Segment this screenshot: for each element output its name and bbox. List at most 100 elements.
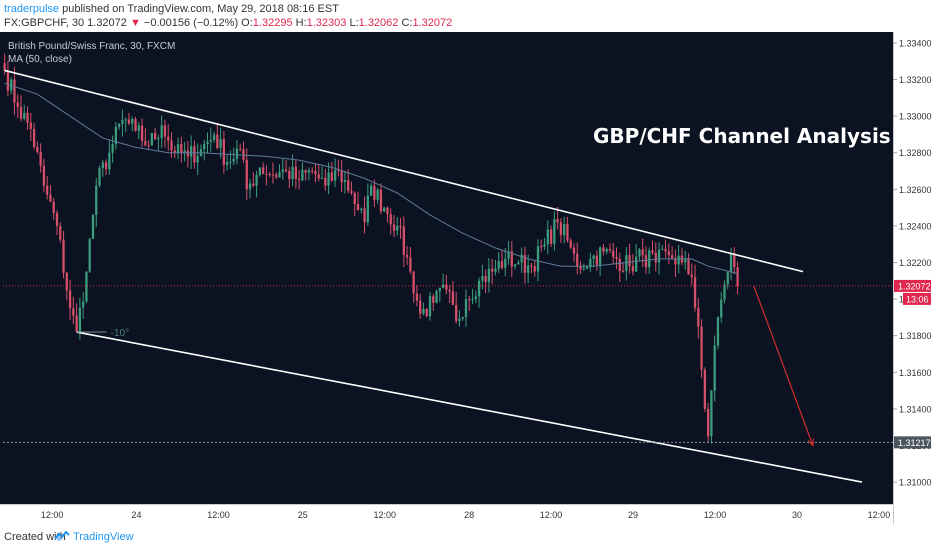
candles xyxy=(3,53,739,444)
candle-body xyxy=(716,317,720,346)
candle xyxy=(278,164,281,178)
candle-body xyxy=(239,148,242,150)
tradingview-link[interactable]: TradingView xyxy=(73,531,134,543)
x-tick-label: 30 xyxy=(792,510,802,520)
candle xyxy=(445,274,448,295)
candle xyxy=(59,222,62,243)
candle xyxy=(549,225,553,248)
candle xyxy=(602,243,605,256)
candle-body xyxy=(104,162,108,170)
x-tick-label: 24 xyxy=(131,510,141,520)
candle-body xyxy=(121,119,124,124)
candle xyxy=(566,216,569,243)
candle xyxy=(579,261,582,274)
ohlc-high-value: 1.32303 xyxy=(306,17,347,29)
candle-body xyxy=(448,289,451,292)
candle-body xyxy=(72,308,75,316)
candle-body xyxy=(513,264,517,267)
candle-body xyxy=(160,125,163,138)
candle xyxy=(324,169,327,191)
candle xyxy=(160,115,163,148)
candle-body xyxy=(736,267,739,287)
candle-body xyxy=(29,122,32,129)
candle-body xyxy=(219,139,222,149)
candle xyxy=(618,252,621,283)
candle-body xyxy=(471,299,474,301)
candle xyxy=(684,250,687,270)
candle xyxy=(193,140,196,169)
candle xyxy=(157,134,160,151)
candle-body xyxy=(95,185,98,216)
candle-body xyxy=(540,246,543,248)
candle-body xyxy=(173,150,176,153)
candle-body xyxy=(62,239,65,273)
candle xyxy=(121,109,124,137)
candle xyxy=(484,269,487,294)
price-chart[interactable]: 1.33400 1.33200 1.33000 1.32800 1.32600 1.324… xyxy=(0,32,932,524)
candle-body xyxy=(634,256,638,272)
channel-lower-line xyxy=(76,331,863,483)
candle-body xyxy=(16,102,19,108)
candle-body xyxy=(85,271,88,302)
candle-body xyxy=(700,326,703,370)
candle-body xyxy=(677,255,680,265)
candle xyxy=(494,259,497,276)
candle xyxy=(713,335,716,402)
candle-body xyxy=(520,254,523,263)
candle xyxy=(487,258,491,293)
candle xyxy=(399,218,402,239)
candle xyxy=(320,166,324,179)
candle xyxy=(733,246,736,275)
candle-body xyxy=(297,178,301,181)
candle-body xyxy=(369,185,373,196)
candle-body xyxy=(458,318,461,322)
candle-body xyxy=(474,296,477,300)
candle-body xyxy=(651,250,654,253)
x-tick-label: 12:00 xyxy=(41,510,64,520)
candle-body xyxy=(579,266,582,270)
candle-body xyxy=(307,170,311,173)
legend-instrument: British Pound/Swiss Franc, 30, FXCM xyxy=(8,41,175,52)
candle xyxy=(62,231,65,279)
candle-body xyxy=(595,255,599,266)
current-price-tag-bg xyxy=(894,279,931,292)
candle-body xyxy=(409,257,412,272)
candle xyxy=(533,260,536,277)
candle-body xyxy=(271,174,275,176)
candle-body xyxy=(563,224,566,236)
candle-body xyxy=(389,214,392,225)
candle xyxy=(451,281,455,306)
candle xyxy=(690,263,693,286)
author-link[interactable]: traderpulse xyxy=(4,3,60,15)
candle xyxy=(523,246,527,284)
candle xyxy=(716,316,720,350)
candle xyxy=(49,185,52,203)
candle-body xyxy=(150,132,154,146)
created-with-label: Created with xyxy=(4,531,66,543)
candle xyxy=(608,243,612,254)
candle xyxy=(108,140,111,175)
candle-body xyxy=(265,173,268,175)
candle-body xyxy=(523,254,527,273)
candle-body xyxy=(42,165,46,186)
candle xyxy=(154,127,157,141)
candle xyxy=(333,158,337,188)
candle-body xyxy=(706,408,710,437)
chart-area[interactable]: 1.33400 1.33200 1.33000 1.32800 1.32600 1.324… xyxy=(0,32,932,524)
ohlc-open-label: O: xyxy=(241,17,253,29)
candle xyxy=(39,143,42,173)
candle-body xyxy=(733,253,736,268)
candle xyxy=(700,319,703,378)
candle xyxy=(242,141,245,163)
candle xyxy=(697,298,700,339)
candle xyxy=(271,162,275,184)
tradingview-logo-icon[interactable] xyxy=(54,529,70,543)
candle xyxy=(726,271,729,290)
candle xyxy=(356,191,360,211)
candle-body xyxy=(330,172,333,181)
candle-body xyxy=(275,174,278,178)
candle-body xyxy=(65,272,68,291)
candle-body xyxy=(6,70,10,91)
candle-body xyxy=(232,158,235,162)
candle-body xyxy=(333,170,337,181)
